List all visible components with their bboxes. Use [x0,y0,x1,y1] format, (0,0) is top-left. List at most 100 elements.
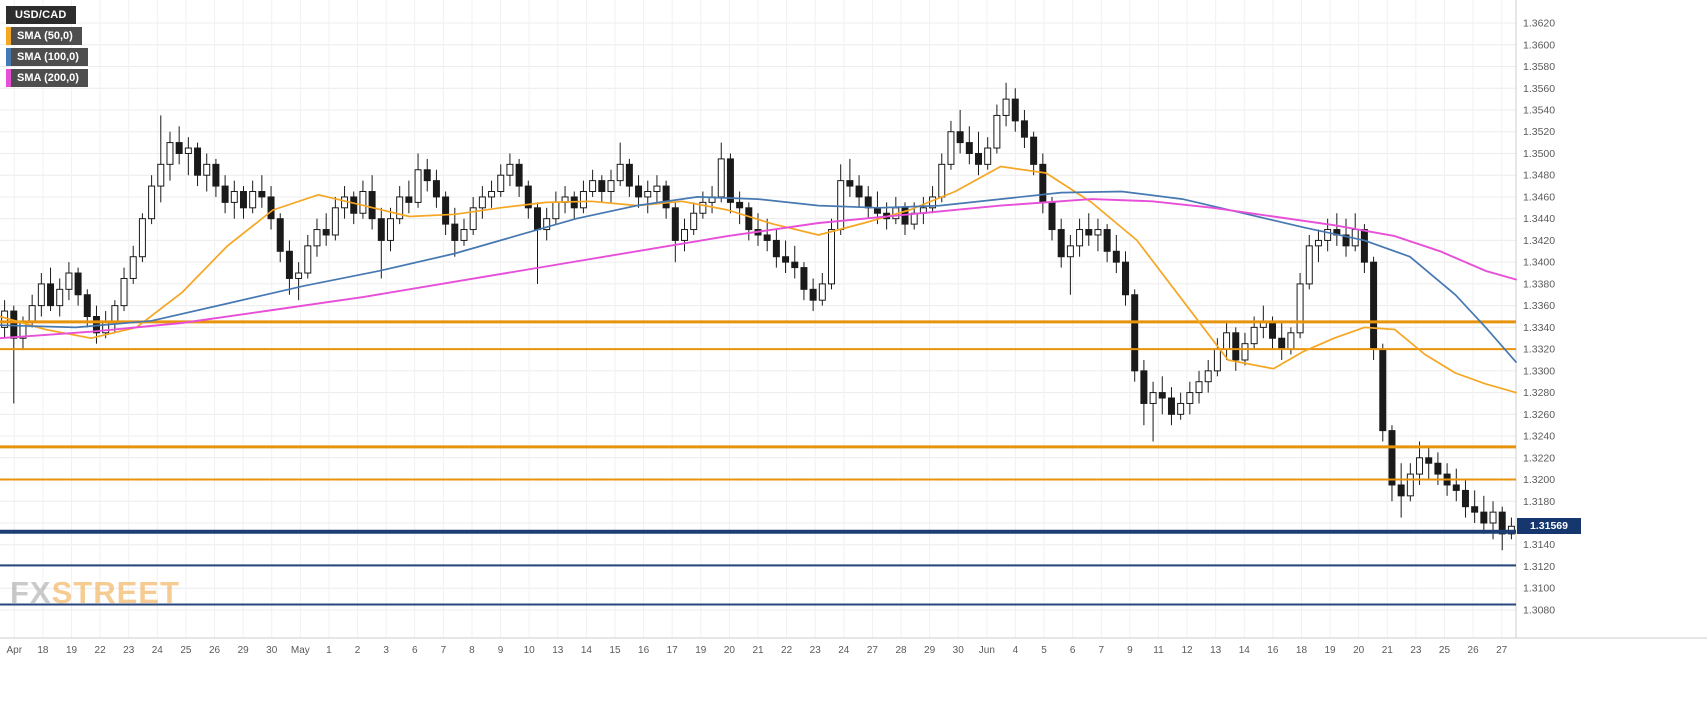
svg-text:1.3400: 1.3400 [1523,257,1555,269]
svg-text:1.3180: 1.3180 [1523,496,1555,508]
last-price-badge: 1.31569 [1517,518,1581,535]
svg-text:11: 11 [1153,645,1164,656]
watermark-street: STREET [51,575,180,610]
candlestick-series [1,82,1515,551]
sma-200-color-swatch [6,69,11,87]
svg-text:29: 29 [924,645,936,656]
svg-text:1.3120: 1.3120 [1523,561,1555,573]
svg-text:1: 1 [326,645,332,656]
svg-text:29: 29 [238,645,250,656]
svg-text:5: 5 [1041,645,1047,656]
svg-text:24: 24 [152,645,164,656]
svg-text:16: 16 [1267,645,1279,656]
svg-text:7: 7 [441,645,447,656]
sma-50-label: SMA (50,0) [17,30,73,42]
svg-text:24: 24 [838,645,850,656]
svg-text:19: 19 [695,645,707,656]
svg-text:1.3340: 1.3340 [1523,322,1555,334]
svg-text:9: 9 [498,645,504,656]
svg-text:2: 2 [355,645,361,656]
svg-text:19: 19 [66,645,78,656]
svg-text:9: 9 [1127,645,1133,656]
svg-text:27: 27 [1496,645,1508,656]
svg-text:27: 27 [867,645,879,656]
svg-text:1.3500: 1.3500 [1523,148,1555,160]
pair-label: USD/CAD [6,6,76,24]
svg-text:21: 21 [1382,645,1394,656]
svg-text:1.3520: 1.3520 [1523,126,1555,138]
svg-text:10: 10 [524,645,536,656]
indicator-legend: USD/CAD SMA (50,0) SMA (100,0) SMA (200,… [6,6,88,87]
sma-50-color-swatch [6,27,11,45]
svg-text:25: 25 [1439,645,1451,656]
legend-sma-50: SMA (50,0) [6,27,82,45]
horizontal-levels [0,320,1516,606]
svg-text:23: 23 [123,645,135,656]
svg-text:19: 19 [1325,645,1337,656]
sma-100-color-swatch [6,48,11,66]
svg-text:8: 8 [469,645,475,656]
svg-text:23: 23 [1410,645,1422,656]
sma-200-line [0,198,1517,340]
svg-text:18: 18 [1296,645,1308,656]
svg-text:1.3200: 1.3200 [1523,474,1555,486]
legend-sma-200: SMA (200,0) [6,69,88,87]
svg-text:20: 20 [1353,645,1365,656]
svg-text:3: 3 [383,645,389,656]
sma-50-line [0,165,1517,394]
svg-text:14: 14 [1239,645,1251,656]
svg-text:1.3620: 1.3620 [1523,18,1555,30]
sma-100-line [0,190,1517,363]
svg-text:28: 28 [895,645,907,656]
svg-text:23: 23 [810,645,822,656]
grid-lines [0,0,1707,639]
legend-sma-100: SMA (100,0) [6,48,88,66]
svg-text:4: 4 [1013,645,1019,656]
svg-text:1.3600: 1.3600 [1523,39,1555,51]
svg-text:30: 30 [953,645,965,656]
svg-text:1.3360: 1.3360 [1523,300,1555,312]
svg-text:18: 18 [37,645,49,656]
svg-text:1.3220: 1.3220 [1523,452,1555,464]
fxstreet-watermark: FXSTREET [10,575,180,611]
svg-text:21: 21 [752,645,764,656]
svg-text:16: 16 [638,645,650,656]
svg-text:Apr: Apr [7,645,23,656]
svg-text:1.3240: 1.3240 [1523,431,1555,443]
svg-text:1.3420: 1.3420 [1523,235,1555,247]
svg-text:1.3280: 1.3280 [1523,387,1555,399]
svg-text:1.3140: 1.3140 [1523,539,1555,551]
svg-text:1.3580: 1.3580 [1523,61,1555,73]
sma-100-label: SMA (100,0) [17,51,79,63]
svg-text:14: 14 [581,645,593,656]
svg-text:1.3300: 1.3300 [1523,365,1555,377]
svg-text:1.3320: 1.3320 [1523,344,1555,356]
svg-text:30: 30 [266,645,278,656]
svg-text:1.3380: 1.3380 [1523,278,1555,290]
svg-text:1.3100: 1.3100 [1523,583,1555,595]
svg-text:22: 22 [95,645,107,656]
svg-text:13: 13 [1210,645,1222,656]
svg-text:1.3080: 1.3080 [1523,604,1555,616]
svg-text:26: 26 [1468,645,1480,656]
svg-text:1.3540: 1.3540 [1523,104,1555,116]
svg-text:20: 20 [724,645,736,656]
svg-text:17: 17 [667,645,679,656]
svg-text:15: 15 [609,645,621,656]
svg-text:22: 22 [781,645,793,656]
svg-text:7: 7 [1098,645,1104,656]
svg-text:1.3440: 1.3440 [1523,213,1555,225]
svg-text:1.3560: 1.3560 [1523,83,1555,95]
svg-text:26: 26 [209,645,221,656]
sma-200-label: SMA (200,0) [17,72,79,84]
time-axis: Apr 18 19 22 23 24 25 26 29 30 May 1 2 3 6 7 8 9 10 13 14 15 1… [7,645,1508,656]
svg-text:1.3260: 1.3260 [1523,409,1555,421]
svg-text:6: 6 [1070,645,1076,656]
svg-text:May: May [291,645,310,656]
watermark-fx: FX [10,575,52,610]
svg-text:6: 6 [412,645,418,656]
price-axis: 1.3620 1.3600 1.3580 1.3560 1.3540 1.3520 1.35… [1523,18,1555,617]
svg-text:12: 12 [1181,645,1193,656]
